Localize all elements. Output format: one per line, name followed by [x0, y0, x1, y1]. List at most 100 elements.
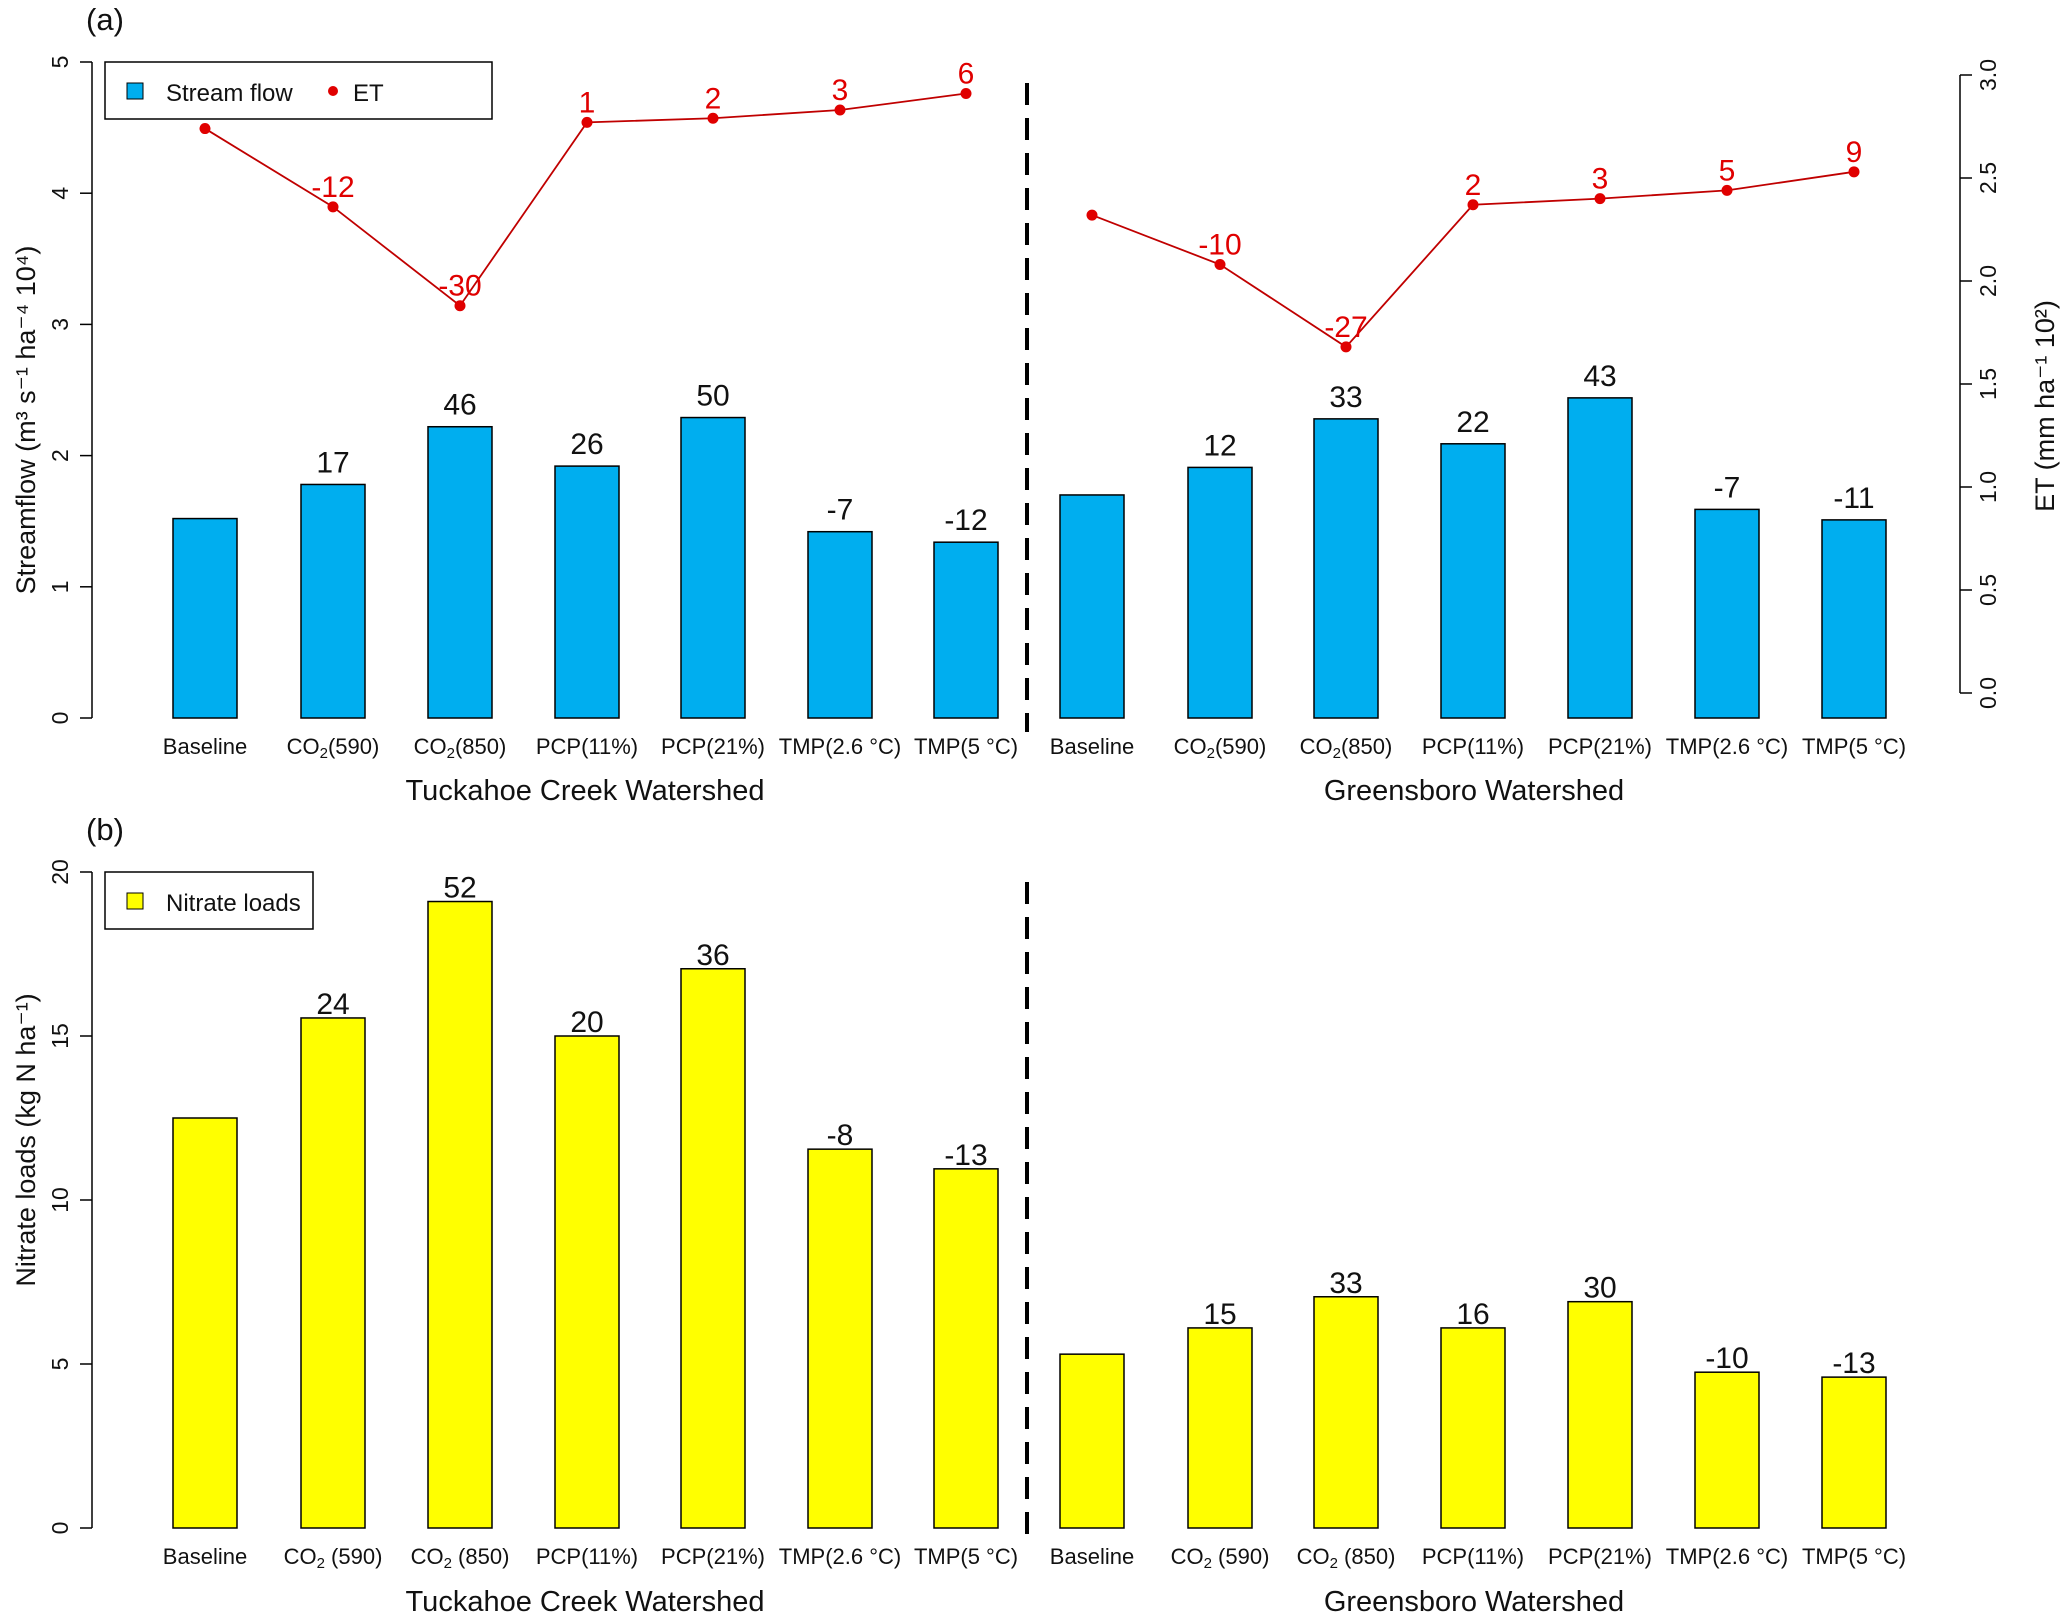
et-point-label: 2: [1465, 169, 1482, 202]
nitrate-bar: [300, 1017, 366, 1529]
et-point: [199, 123, 211, 135]
category-label: PCP(11%): [536, 1544, 638, 1569]
nitrate-bar-label: 36: [696, 939, 729, 972]
streamflow-bar: [1059, 494, 1125, 719]
nitrate-bar: [1187, 1327, 1253, 1529]
y-tick-label: 4: [47, 187, 73, 200]
y2-tick-label: 2.0: [1975, 265, 2001, 297]
panel-a-group-2-title: Greensboro Watershed: [1324, 775, 1624, 807]
nitrate-bar: [554, 1035, 620, 1529]
legend-nitrate-label: Nitrate loads: [166, 890, 301, 917]
category-label: PCP(21%): [661, 734, 765, 759]
panel-a-et-series: -12 -30 1 2 3 6 -10 -27 2 3 5 9: [199, 58, 1862, 353]
et-point: [1594, 193, 1606, 205]
category-label: CO2(590): [287, 734, 380, 762]
et-point: [327, 201, 339, 213]
y-tick-label: 10: [47, 1187, 73, 1213]
panel-a-left-axis-title: Streamflow (m³ s⁻¹ ha⁻⁴ 10⁴): [11, 246, 41, 595]
et-point: [834, 104, 846, 116]
et-point: [581, 116, 593, 128]
category-label: TMP(2.6 °C): [1666, 1544, 1788, 1569]
et-point-label: 2: [705, 82, 722, 115]
nitrate-bar-label: 24: [316, 988, 349, 1021]
panel-b-group-1-title: Tuckahoe Creek Watershed: [406, 1586, 765, 1618]
y-tick-label: 0: [47, 712, 73, 725]
nitrate-bar: [1313, 1296, 1379, 1529]
category-label: PCP(11%): [536, 734, 638, 759]
y-tick-label: 20: [47, 859, 73, 885]
streamflow-bar: [554, 465, 620, 719]
category-label: TMP(5 °C): [1802, 1544, 1906, 1569]
nitrate-bar-label: -10: [1705, 1342, 1748, 1375]
streamflow-bar: [933, 541, 999, 719]
nitrate-bar-label: 52: [443, 872, 476, 905]
et-point: [960, 88, 972, 100]
nitrate-bar-label: -13: [944, 1139, 987, 1172]
panel-a-group-1-title: Tuckahoe Creek Watershed: [406, 775, 765, 807]
category-label: PCP(21%): [1548, 1544, 1652, 1569]
legend-streamflow-swatch: [126, 82, 144, 100]
nitrate-bar: [1567, 1300, 1633, 1529]
y2-tick-label: 0.5: [1975, 574, 2001, 606]
legend-et-marker: [328, 86, 338, 96]
nitrate-bar-label: 30: [1583, 1272, 1616, 1305]
streamflow-bar: [680, 416, 746, 719]
category-label: CO2(850): [1300, 734, 1393, 762]
streamflow-bar-label: 43: [1583, 360, 1616, 393]
et-point-label: 6: [958, 58, 975, 91]
nitrate-bar: [172, 1117, 238, 1529]
et-point: [1467, 199, 1479, 211]
et-point: [1721, 184, 1733, 196]
nitrate-bar: [1821, 1376, 1887, 1529]
y-tick-label: 5: [47, 56, 73, 69]
streamflow-bar-label: 17: [316, 446, 349, 479]
panel-a-label: (a): [86, 2, 124, 37]
streamflow-bar: [1694, 508, 1760, 719]
panel-b-bars: [172, 900, 1887, 1529]
panel-b-legend: Nitrate loads: [104, 871, 314, 930]
nitrate-bar-label: 15: [1203, 1298, 1236, 1331]
y2-tick-label: 1.0: [1975, 471, 2001, 503]
y-tick-label: 1: [47, 580, 73, 593]
streamflow-bar-label: 22: [1456, 406, 1489, 439]
panel-b-category-labels: Baseline CO2 (590) CO2 (850) PCP(11%) PCP(21…: [163, 1544, 1906, 1572]
panel-b-left-axis: 0 5 10 15 20: [47, 859, 93, 1534]
category-label: Baseline: [163, 734, 247, 759]
nitrate-bar: [933, 1168, 999, 1529]
et-point: [707, 112, 719, 124]
category-label: Baseline: [163, 1544, 247, 1569]
legend-box: [104, 61, 493, 120]
category-label: PCP(11%): [1422, 734, 1524, 759]
category-label: Baseline: [1050, 1544, 1134, 1569]
et-point-label: 5: [1719, 154, 1736, 187]
legend-nitrate-swatch: [126, 892, 144, 910]
category-label: TMP(2.6 °C): [779, 734, 901, 759]
panel-b-group-2-title: Greensboro Watershed: [1324, 1586, 1624, 1618]
panel-a-right-axis-title: ET (mm ha⁻¹ 10²): [2030, 300, 2060, 512]
streamflow-bar: [1440, 443, 1506, 719]
streamflow-bar: [1187, 466, 1253, 719]
category-label: TMP(2.6 °C): [779, 1544, 901, 1569]
y-tick-label: 15: [47, 1023, 73, 1049]
category-label: TMP(5 °C): [914, 1544, 1018, 1569]
streamflow-bar: [427, 425, 493, 719]
nitrate-bar: [1694, 1371, 1760, 1529]
nitrate-bar: [427, 900, 493, 1529]
streamflow-bar-label: 46: [443, 389, 476, 422]
category-label: CO2 (850): [411, 1544, 510, 1572]
panel-a-bars: [172, 397, 1887, 719]
et-point: [1214, 259, 1226, 271]
et-point-label: -30: [438, 270, 481, 303]
nitrate-bar-label: -8: [827, 1119, 854, 1152]
panel-b-nitrate: (b) 0 5 10 15 20 Nitrate loads (kg N ha⁻¹) 2…: [11, 812, 1906, 1618]
legend-streamflow-label: Stream flow: [166, 80, 293, 107]
legend-et-label: ET: [353, 80, 384, 107]
streamflow-bar: [1821, 519, 1887, 719]
category-label: PCP(11%): [1422, 1544, 1524, 1569]
et-point: [1086, 209, 1098, 221]
y2-tick-label: 1.5: [1975, 368, 2001, 400]
category-label: CO2 (590): [1171, 1544, 1270, 1572]
et-point-label: 3: [1592, 163, 1609, 196]
